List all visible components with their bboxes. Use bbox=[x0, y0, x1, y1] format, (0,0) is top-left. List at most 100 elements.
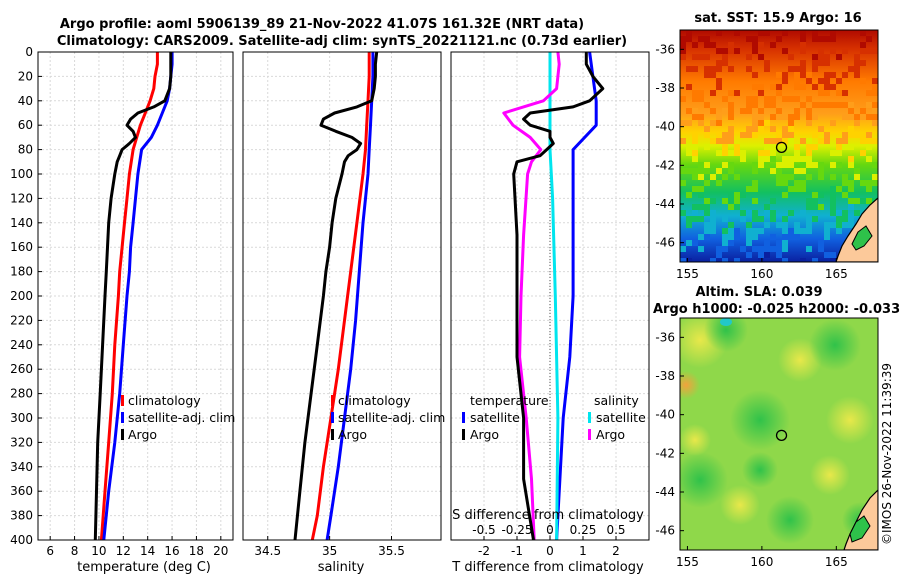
sst-cell bbox=[794, 228, 800, 234]
s-tick-label: -0.5 bbox=[472, 523, 495, 537]
sst-cell bbox=[836, 162, 842, 168]
sst-cell bbox=[824, 36, 830, 42]
sla-low-spot bbox=[720, 318, 732, 326]
sst-cell bbox=[692, 174, 698, 180]
sst-cell bbox=[776, 138, 782, 144]
sst-cell bbox=[824, 60, 830, 66]
sla-blob bbox=[720, 485, 760, 525]
sst-cell bbox=[752, 216, 758, 222]
sst-cell bbox=[872, 114, 878, 120]
sst-texture bbox=[680, 30, 878, 262]
sst-cell bbox=[824, 72, 830, 78]
sst-cell bbox=[812, 162, 818, 168]
sst-cell bbox=[752, 120, 758, 126]
sst-cell bbox=[752, 42, 758, 48]
sst-cell bbox=[818, 78, 824, 84]
sst-cell bbox=[764, 210, 770, 216]
sst-cell bbox=[782, 114, 788, 120]
legend-label-satellite: satellite-adj. clim bbox=[338, 410, 445, 425]
sst-cell bbox=[776, 84, 782, 90]
sst-cell bbox=[704, 126, 710, 132]
sst-cell bbox=[788, 114, 794, 120]
sst-cell bbox=[776, 252, 782, 258]
sst-cell bbox=[716, 60, 722, 66]
sst-cell bbox=[734, 150, 740, 156]
x-tick-label: -2 bbox=[478, 544, 490, 558]
sst-cell bbox=[722, 96, 728, 102]
sst-cell bbox=[728, 228, 734, 234]
sst-cell bbox=[836, 90, 842, 96]
sst-cell bbox=[806, 198, 812, 204]
sst-cell bbox=[722, 138, 728, 144]
sst-cell bbox=[686, 66, 692, 72]
sst-cell bbox=[686, 120, 692, 126]
sst-cell bbox=[818, 84, 824, 90]
sst-cell bbox=[740, 216, 746, 222]
legend-label-climatology: climatology bbox=[338, 393, 411, 408]
sst-axes: 155 160 165 -36 -38 -40 -42 -44 -46 bbox=[655, 42, 847, 281]
sst-cell bbox=[788, 96, 794, 102]
sst-map-title: sat. SST: 15.9 Argo: 16 bbox=[694, 11, 861, 26]
x-tick-label: 12 bbox=[116, 544, 131, 558]
x-tick-label: 160 bbox=[750, 267, 773, 281]
sst-cell bbox=[770, 156, 776, 162]
sst-cell bbox=[806, 216, 812, 222]
sst-cell bbox=[686, 108, 692, 114]
sst-cell bbox=[848, 180, 854, 186]
sst-cell bbox=[836, 78, 842, 84]
sst-cell bbox=[746, 132, 752, 138]
sst-cell bbox=[758, 156, 764, 162]
legend-label-t-satellite: satellite bbox=[470, 410, 520, 425]
sst-cell bbox=[824, 222, 830, 228]
legend-label-satellite: satellite-adj. clim bbox=[128, 410, 235, 425]
sst-cell bbox=[728, 150, 734, 156]
sst-cell bbox=[764, 222, 770, 228]
sst-cell bbox=[860, 60, 866, 66]
sst-cell bbox=[764, 66, 770, 72]
sst-cell bbox=[776, 36, 782, 42]
sst-cell bbox=[776, 168, 782, 174]
sla-blob bbox=[680, 452, 728, 508]
sst-cell bbox=[800, 138, 806, 144]
sst-cell bbox=[734, 204, 740, 210]
sst-cell bbox=[734, 48, 740, 54]
sst-cell bbox=[692, 144, 698, 150]
sst-cell bbox=[716, 138, 722, 144]
sst-cell bbox=[716, 114, 722, 120]
sst-cell bbox=[824, 132, 830, 138]
sst-cell bbox=[752, 228, 758, 234]
sst-cell bbox=[782, 234, 788, 240]
sst-cell bbox=[764, 150, 770, 156]
sst-cell bbox=[692, 204, 698, 210]
sst-cell bbox=[692, 66, 698, 72]
sst-cell bbox=[812, 30, 818, 36]
sst-cell bbox=[746, 126, 752, 132]
sst-cell bbox=[866, 180, 872, 186]
sst-cell bbox=[854, 114, 860, 120]
sla-blob bbox=[766, 496, 814, 544]
sst-cell bbox=[776, 132, 782, 138]
legend-swatch-s-argo bbox=[588, 429, 591, 440]
legend-label-s-satellite: satellite bbox=[596, 410, 646, 425]
sst-land-island bbox=[851, 225, 873, 251]
diff-xlabel-bottom: T difference from climatology bbox=[451, 560, 644, 575]
sst-cell bbox=[704, 210, 710, 216]
s-tick-label: 0.25 bbox=[570, 523, 597, 537]
sst-cell bbox=[758, 162, 764, 168]
sst-cell bbox=[758, 42, 764, 48]
x-tick-label: 10 bbox=[91, 544, 106, 558]
sst-cell bbox=[794, 234, 800, 240]
sst-cell bbox=[770, 216, 776, 222]
sst-cell bbox=[812, 102, 818, 108]
sst-cell bbox=[710, 72, 716, 78]
sst-cell bbox=[854, 168, 860, 174]
x-tick-label: -1 bbox=[511, 544, 523, 558]
sst-cell bbox=[740, 192, 746, 198]
sst-cell bbox=[776, 222, 782, 228]
sst-cell bbox=[866, 186, 872, 192]
sst-cell bbox=[716, 168, 722, 174]
sst-cell bbox=[782, 222, 788, 228]
sst-cell bbox=[692, 186, 698, 192]
s-tick-label: 0 bbox=[546, 523, 554, 537]
sst-cell bbox=[848, 126, 854, 132]
